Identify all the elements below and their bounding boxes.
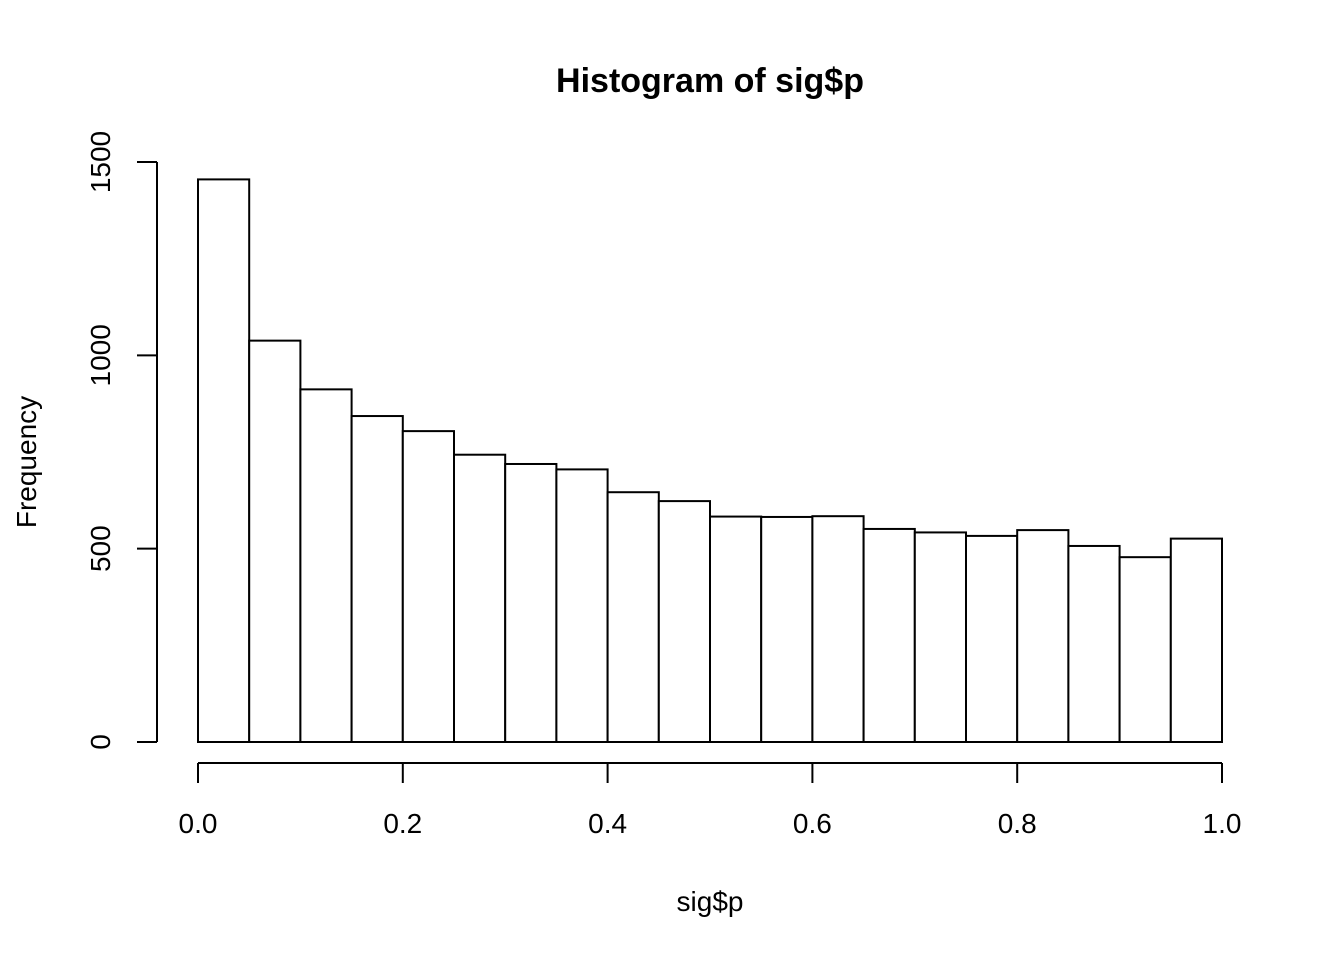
y-tick-label: 500 [85,525,116,572]
y-tick-label: 0 [85,734,116,750]
histogram-bar [453,453,507,743]
histogram-bar [606,491,660,744]
x-axis-label: sig$p [677,886,744,917]
histogram-bar [1016,529,1070,744]
y-axis: 0 500 1000 1500 [85,131,158,750]
histogram-bar [657,500,711,743]
histogram-bar [1169,537,1224,744]
histogram-bar [299,388,353,743]
x-tick-label: 0.4 [588,808,627,839]
histogram-bar [197,178,251,743]
x-tick-label: 0.8 [998,808,1037,839]
histogram-bar [350,415,404,743]
histogram-bar [913,531,967,744]
x-tick-label: 0.0 [179,808,218,839]
histogram-bar [1067,544,1121,744]
chart-title: Histogram of sig$p [556,62,864,100]
x-axis: 0.0 0.2 0.4 0.6 0.8 1.0 [179,762,1242,839]
histogram-bar [862,527,916,743]
x-tick-label: 0.2 [383,808,422,839]
histogram-bar [760,515,814,744]
histogram-bar [965,534,1019,744]
histogram-bar [248,339,302,743]
histogram-bars [197,178,1224,744]
y-axis-label: Frequency [11,396,42,528]
histogram-bar [504,462,558,743]
y-tick-label: 1500 [85,131,116,193]
y-tick-label: 1000 [85,324,116,386]
x-tick-label: 1.0 [1203,808,1242,839]
histogram-bar [709,515,763,743]
histogram-bar [555,468,609,743]
histogram-bar [1118,556,1172,743]
x-tick-label: 0.6 [793,808,832,839]
histogram-bar [401,430,455,743]
histogram-bar [811,515,865,743]
